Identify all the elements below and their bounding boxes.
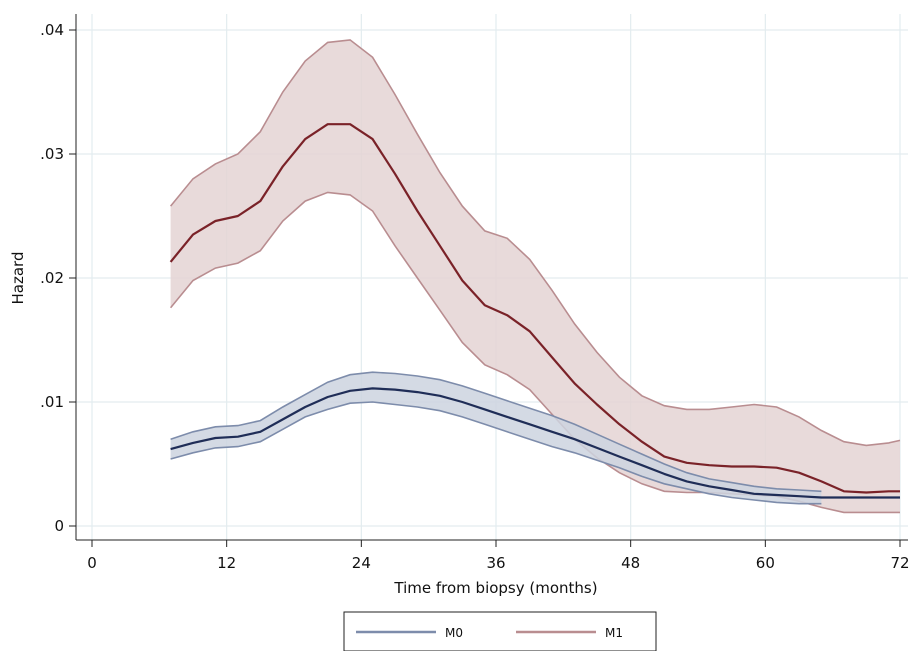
y-tick-label: .02 — [40, 269, 64, 287]
confidence-bands — [171, 40, 900, 513]
y-axis-title: Hazard — [9, 252, 27, 305]
y-tick-label: .04 — [40, 21, 64, 39]
y-tick-label: 0 — [54, 517, 64, 535]
x-tick-label: 12 — [217, 554, 236, 572]
x-tick-label: 60 — [756, 554, 775, 572]
legend-label-m0: M0 — [445, 626, 463, 640]
x-tick-label: 24 — [352, 554, 371, 572]
x-axis-title: Time from biopsy (months) — [393, 579, 597, 597]
y-tick-label: .01 — [40, 393, 64, 411]
x-tick-label: 48 — [621, 554, 640, 572]
legend: M0 M1 — [344, 612, 656, 651]
x-tick-label: 36 — [486, 554, 505, 572]
legend-label-m1: M1 — [605, 626, 623, 640]
x-tick-label: 72 — [890, 554, 909, 572]
x-tick-label: 0 — [87, 554, 97, 572]
y-tick-label: .03 — [40, 145, 64, 163]
